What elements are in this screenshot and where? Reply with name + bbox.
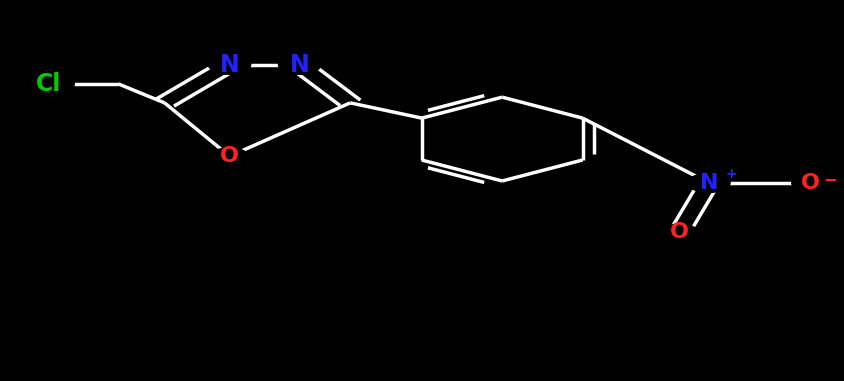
- Text: O: O: [801, 173, 820, 193]
- Text: +: +: [725, 167, 737, 181]
- Text: N: N: [700, 173, 718, 193]
- Text: −: −: [824, 170, 837, 188]
- Circle shape: [279, 55, 321, 74]
- Text: O: O: [220, 146, 239, 166]
- Circle shape: [792, 174, 829, 191]
- Text: O: O: [670, 223, 689, 242]
- Circle shape: [24, 72, 74, 95]
- Circle shape: [211, 148, 248, 165]
- Circle shape: [688, 173, 730, 192]
- Text: N: N: [219, 53, 240, 77]
- Text: N: N: [289, 53, 310, 77]
- Circle shape: [208, 55, 251, 74]
- Text: Cl: Cl: [36, 72, 62, 96]
- Circle shape: [661, 224, 698, 241]
